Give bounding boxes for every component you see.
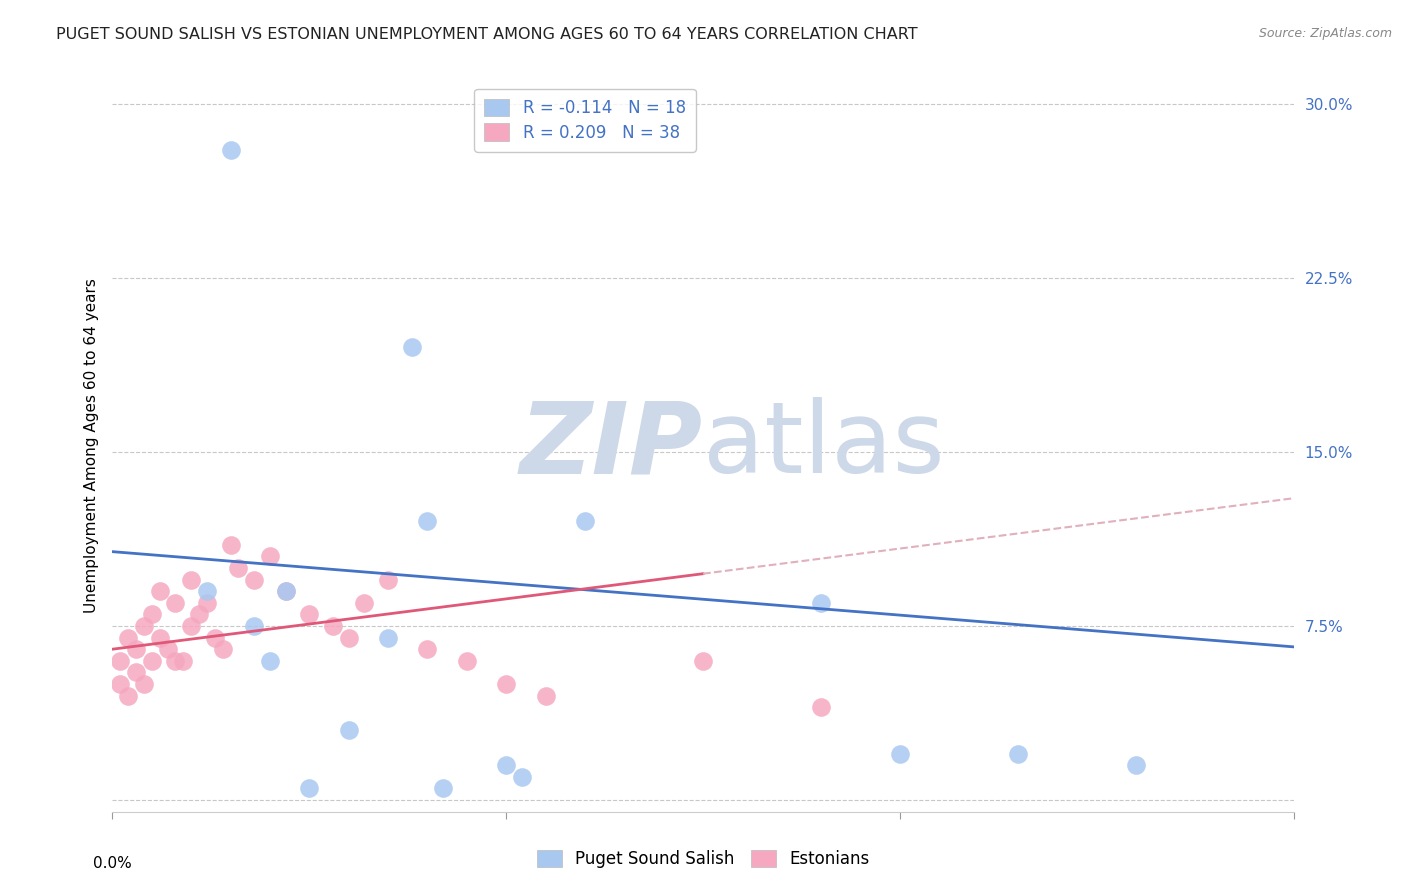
Y-axis label: Unemployment Among Ages 60 to 64 years: Unemployment Among Ages 60 to 64 years — [83, 278, 98, 614]
Point — [110, 654, 132, 668]
Point — [141, 654, 163, 668]
Point — [353, 596, 375, 610]
Point — [110, 677, 132, 691]
Point — [149, 631, 172, 645]
Point — [416, 515, 439, 529]
Point — [180, 619, 202, 633]
Point — [243, 573, 266, 587]
Point — [132, 619, 155, 633]
Point — [432, 781, 454, 796]
Point — [377, 573, 399, 587]
Point — [243, 619, 266, 633]
Point — [322, 619, 344, 633]
Point — [889, 747, 911, 761]
Point — [219, 538, 242, 552]
Point — [298, 781, 321, 796]
Point — [1125, 758, 1147, 772]
Text: atlas: atlas — [703, 398, 945, 494]
Point — [337, 723, 360, 738]
Point — [211, 642, 233, 657]
Point — [132, 677, 155, 691]
Text: ZIP: ZIP — [520, 398, 703, 494]
Point — [204, 631, 226, 645]
Point — [141, 607, 163, 622]
Point — [195, 584, 218, 599]
Point — [195, 596, 218, 610]
Point — [180, 573, 202, 587]
Point — [274, 584, 297, 599]
Point — [228, 561, 250, 575]
Point — [416, 642, 439, 657]
Point — [172, 654, 194, 668]
Point — [337, 631, 360, 645]
Point — [534, 689, 557, 703]
Point — [495, 677, 517, 691]
Point — [1007, 747, 1029, 761]
Point — [149, 584, 172, 599]
Point — [125, 642, 148, 657]
Legend: R = -0.114   N = 18, R = 0.209   N = 38: R = -0.114 N = 18, R = 0.209 N = 38 — [474, 88, 696, 152]
Point — [810, 700, 832, 714]
Point — [377, 631, 399, 645]
Point — [165, 654, 187, 668]
Text: PUGET SOUND SALISH VS ESTONIAN UNEMPLOYMENT AMONG AGES 60 TO 64 YEARS CORRELATIO: PUGET SOUND SALISH VS ESTONIAN UNEMPLOYM… — [56, 27, 918, 42]
Point — [456, 654, 478, 668]
Point — [165, 596, 187, 610]
Point — [259, 654, 281, 668]
Text: 0.0%: 0.0% — [93, 855, 132, 871]
Point — [401, 340, 423, 354]
Point — [510, 770, 533, 784]
Point — [117, 689, 139, 703]
Point — [274, 584, 297, 599]
Point — [259, 549, 281, 564]
Point — [495, 758, 517, 772]
Point — [574, 515, 596, 529]
Point — [298, 607, 321, 622]
Point — [125, 665, 148, 680]
Point — [692, 654, 714, 668]
Point — [219, 143, 242, 157]
Point — [117, 631, 139, 645]
Point — [810, 596, 832, 610]
Text: Source: ZipAtlas.com: Source: ZipAtlas.com — [1258, 27, 1392, 40]
Legend: Puget Sound Salish, Estonians: Puget Sound Salish, Estonians — [530, 843, 876, 875]
Point — [188, 607, 211, 622]
Point — [156, 642, 179, 657]
